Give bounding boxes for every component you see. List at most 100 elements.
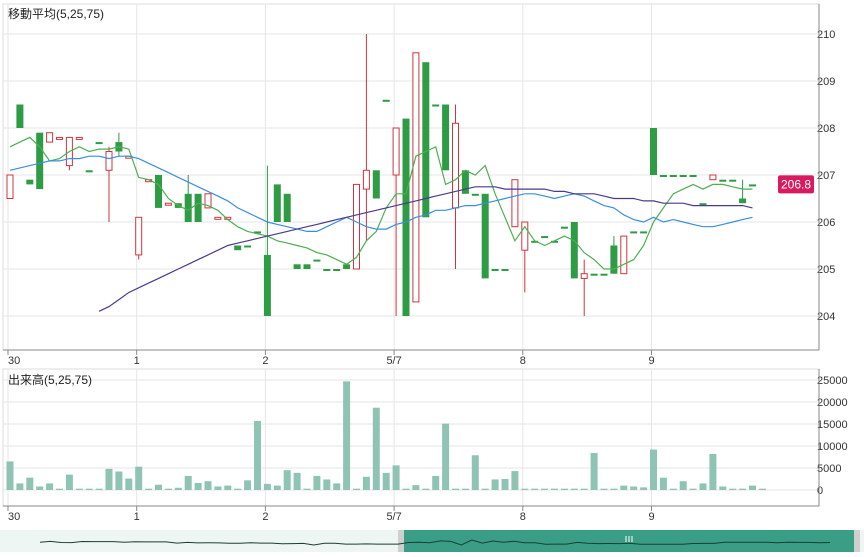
volume-tick-label: 5000 <box>817 463 841 475</box>
candle-body-down <box>362 169 370 190</box>
volume-bars <box>6 381 766 490</box>
candle-body-up <box>263 254 271 316</box>
price-tick-label: 208 <box>817 123 835 135</box>
volume-bar <box>214 486 222 490</box>
price-pane: 204 205 206 207 208 209 210 30 1 2 5/7 8 9 移動平均(5,2… <box>2 3 835 367</box>
volume-bar <box>254 420 261 490</box>
candle-body-up <box>501 269 509 271</box>
volume-bar <box>501 479 509 490</box>
price-tick-label: 204 <box>817 311 835 323</box>
candle-body-up <box>719 179 727 182</box>
volume-bar <box>6 461 14 490</box>
price-tick-label: 210 <box>817 29 835 41</box>
volume-bar <box>95 488 103 490</box>
volume-bar <box>461 488 469 490</box>
volume-bar <box>640 487 648 490</box>
candle-body-up <box>333 269 341 271</box>
volume-bar <box>669 488 677 490</box>
candle-body-up <box>560 226 568 229</box>
candle-body-up <box>273 184 281 222</box>
volume-bar <box>353 488 360 490</box>
volume-bar <box>481 488 489 490</box>
candle-body-up <box>640 231 648 234</box>
volume-bar <box>234 488 242 490</box>
volume-bar <box>709 453 717 490</box>
volume-bar <box>362 476 370 490</box>
candle-body-up <box>679 175 687 177</box>
candle-body-down <box>580 273 588 279</box>
volume-bar <box>155 484 162 490</box>
volume-bar <box>293 472 301 490</box>
navigator[interactable] <box>0 530 864 552</box>
volume-bar <box>105 468 113 490</box>
volume-bar <box>531 488 539 490</box>
volume-bar <box>115 471 123 490</box>
volume-x-tick-label: 2 <box>262 511 268 523</box>
candle-body-up <box>155 175 162 208</box>
volume-tick-label: 15000 <box>817 419 848 431</box>
volume-bar <box>164 488 172 490</box>
volume-bar <box>323 479 331 490</box>
candle-body-up <box>432 104 440 107</box>
candle-body-up <box>85 170 93 173</box>
volume-bar <box>125 478 133 490</box>
candle-body-up <box>372 170 380 199</box>
volume-bar <box>224 485 232 490</box>
candle-body-down <box>412 52 420 303</box>
volume-bar <box>521 488 529 490</box>
volume-bar <box>739 488 747 490</box>
volume-bar <box>560 488 568 490</box>
volume-bar <box>194 482 202 490</box>
last-price-tag: 206.8 <box>778 175 814 194</box>
volume-bar <box>26 477 34 490</box>
candle-body-up <box>749 184 756 187</box>
candle-body-up <box>531 240 539 243</box>
candle-body-down <box>56 136 63 140</box>
candle-body-down <box>392 127 400 176</box>
volume-bar <box>541 488 549 490</box>
candle-body-up <box>95 142 103 145</box>
price-tick-label: 206 <box>817 217 835 229</box>
candle-body-up <box>551 240 558 243</box>
candle-body-up <box>729 179 737 182</box>
volume-bar <box>204 481 212 490</box>
volume-bar <box>273 485 281 490</box>
candle-body-up <box>600 273 608 276</box>
volume-tick-label: 20000 <box>817 397 848 409</box>
price-x-tick-label: 8 <box>520 355 526 367</box>
volume-bar <box>659 477 667 490</box>
candle-body-up <box>471 193 479 196</box>
candle-body-up <box>669 175 677 177</box>
navigator-left-handle[interactable] <box>398 530 404 552</box>
candle-body-up <box>234 245 242 251</box>
volume-y-axis: 0 5000 10000 15000 20000 25000 <box>817 369 848 506</box>
candle-body-up <box>659 175 667 177</box>
volume-bar <box>570 488 578 490</box>
volume-bar <box>452 488 459 490</box>
price-x-tick-label: 2 <box>262 355 268 367</box>
volume-tick-label: 0 <box>817 485 823 497</box>
volume-bar <box>343 381 351 490</box>
volume-bar <box>610 488 618 490</box>
volume-x-axis: 30 1 2 5/7 8 9 <box>3 505 819 523</box>
volume-bar <box>758 488 766 490</box>
navigator-right-handle[interactable] <box>854 530 860 552</box>
price-ma-lines <box>9 136 753 312</box>
price-x-tick-label: 9 <box>648 355 654 367</box>
volume-bar <box>36 486 44 490</box>
candle-body-up <box>303 264 311 269</box>
candle-body-up <box>541 236 549 239</box>
volume-bar <box>749 485 756 490</box>
volume-bar <box>65 474 73 490</box>
candle-body-down <box>709 174 717 181</box>
price-y-axis: 204 205 206 207 208 209 210 <box>817 4 835 350</box>
candle-body-up <box>650 128 657 175</box>
moving-average-75-line <box>98 186 753 312</box>
volume-bar <box>471 455 479 490</box>
candle-body-up <box>610 245 618 274</box>
last-price-tag-box <box>778 175 814 194</box>
volume-bar <box>372 407 380 490</box>
candle-body-up <box>699 203 707 206</box>
navigator-grip-icon[interactable] <box>625 536 633 542</box>
